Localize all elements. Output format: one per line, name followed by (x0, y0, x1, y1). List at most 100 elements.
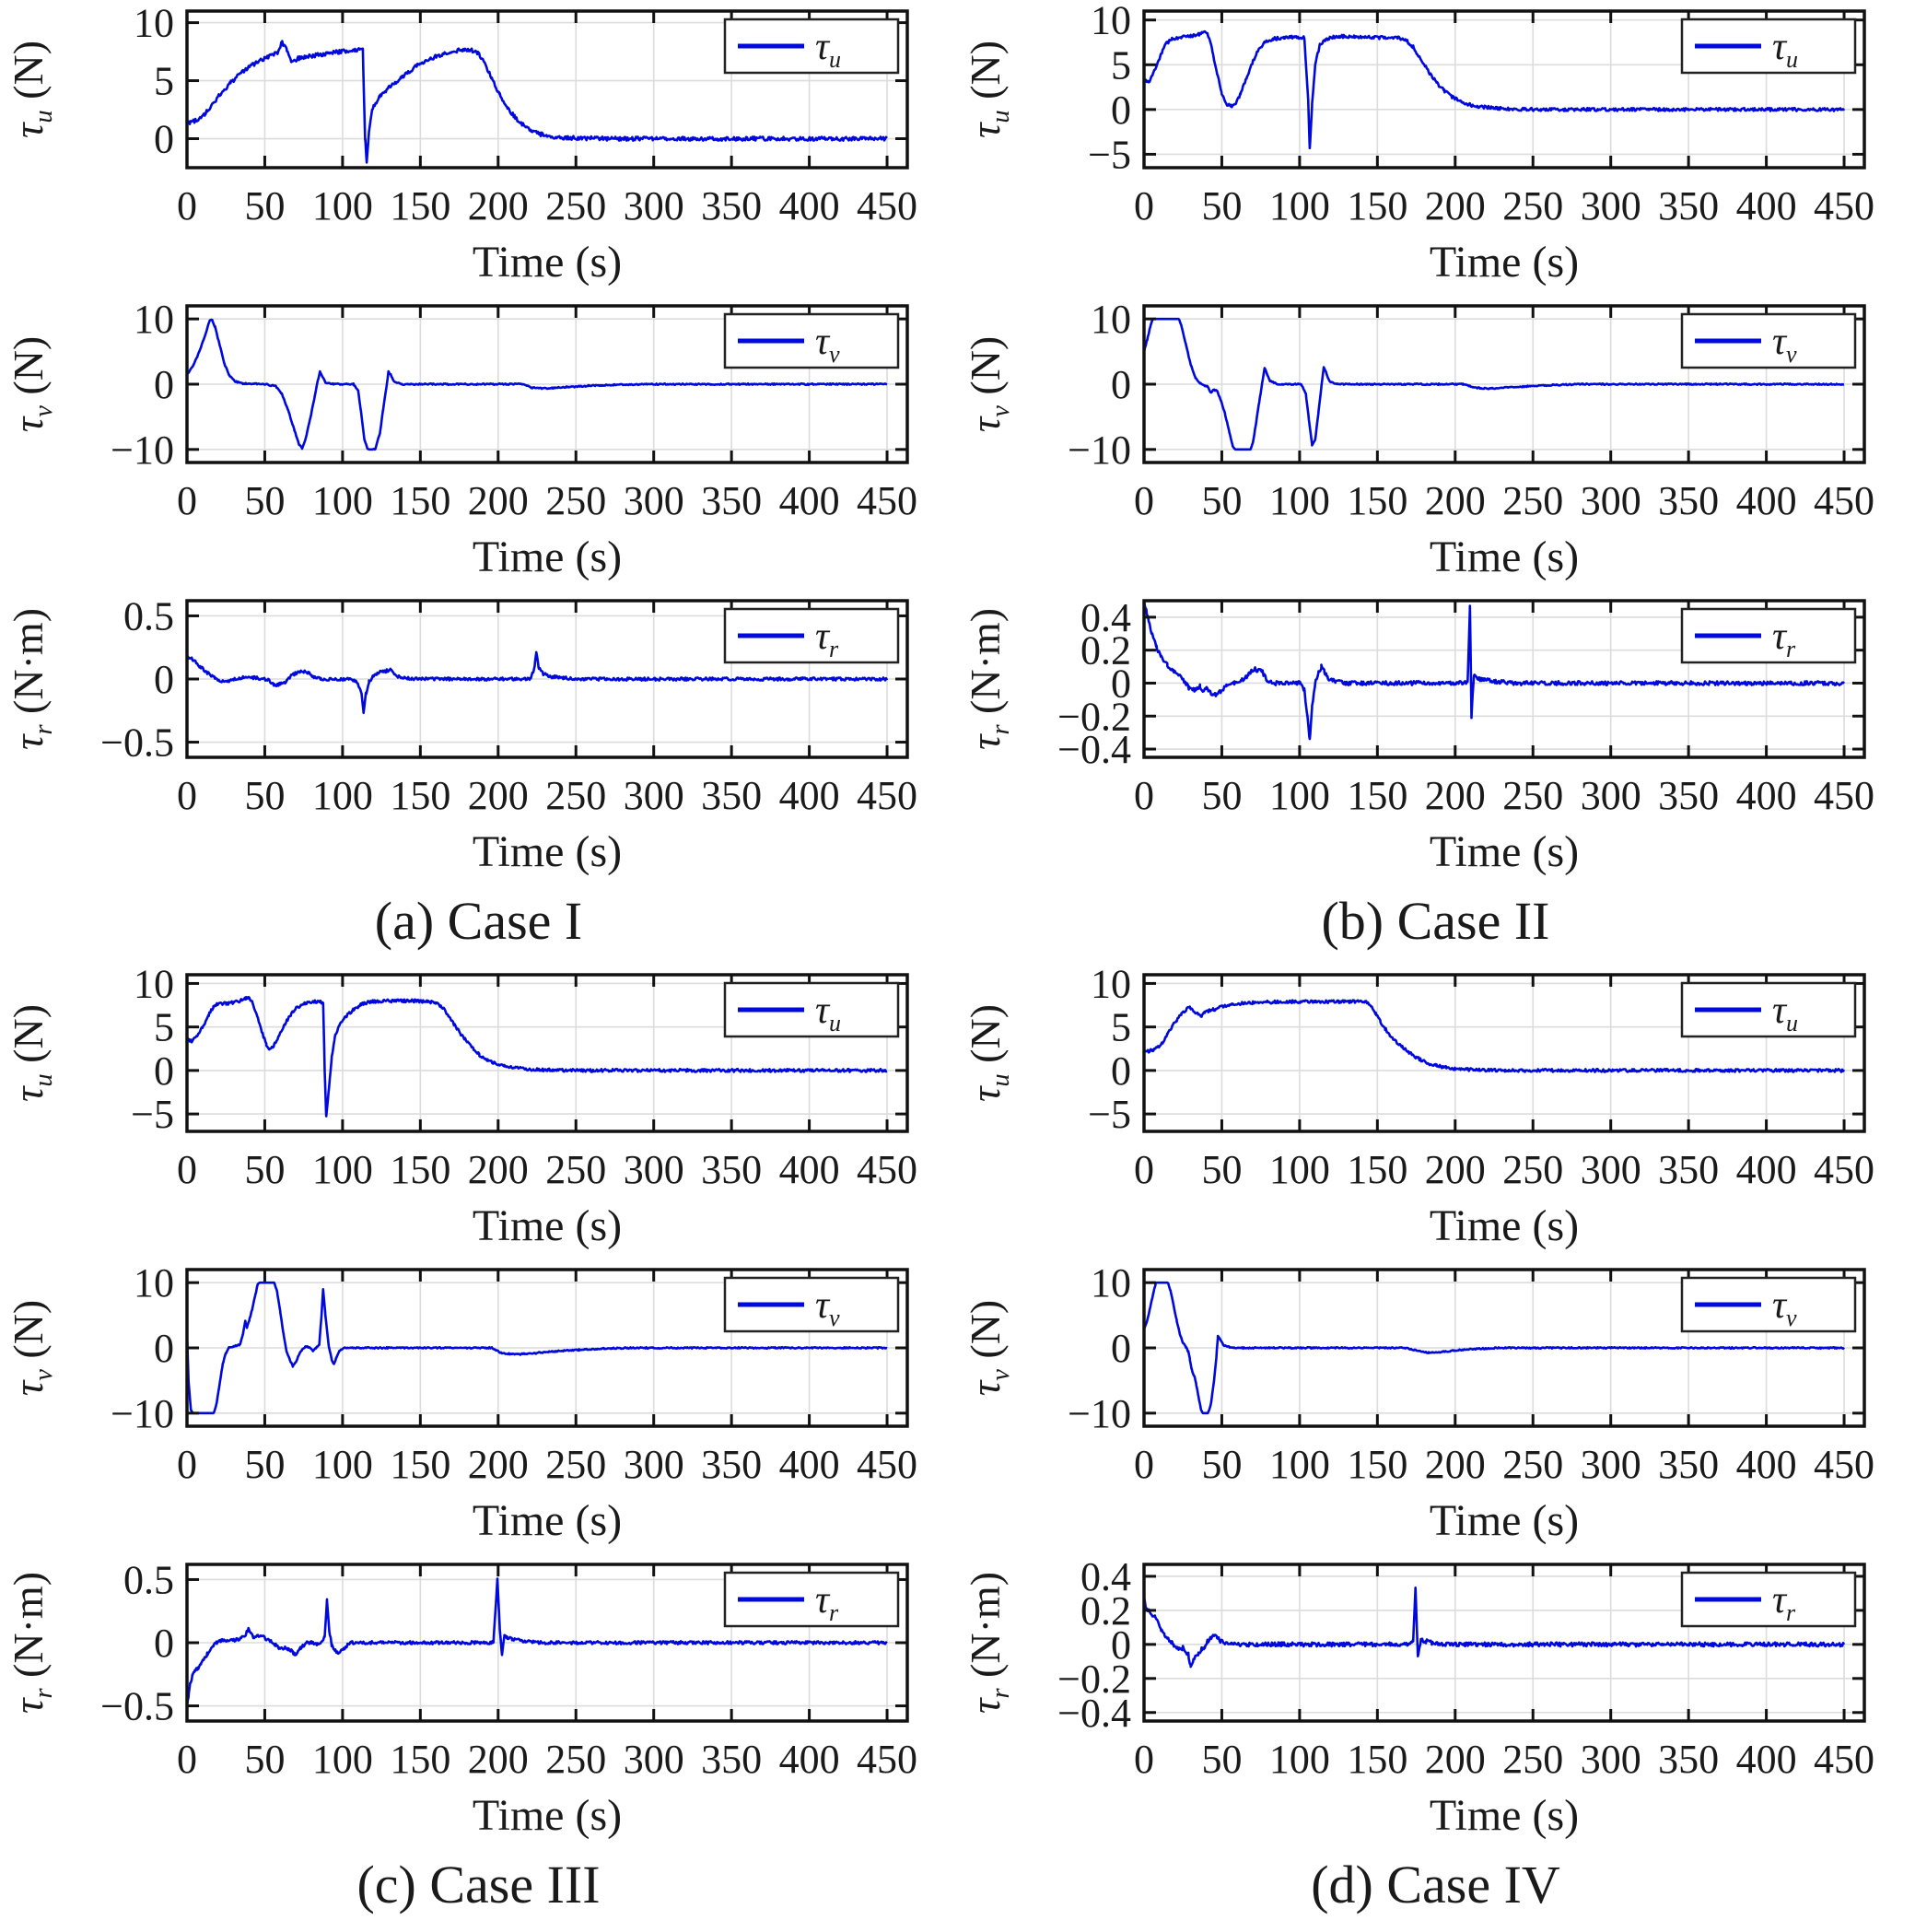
legend: τr (1680, 1571, 1857, 1628)
x-axis-label: Time (s) (1430, 533, 1579, 581)
svg-text:250: 250 (1502, 1737, 1563, 1782)
svg-text:5: 5 (154, 1005, 174, 1050)
svg-text:200: 200 (468, 1442, 529, 1487)
svg-text:350: 350 (1658, 183, 1719, 228)
svg-text:50: 50 (244, 478, 285, 523)
svg-text:50: 50 (1201, 1147, 1242, 1192)
series-line-tau-r (1144, 601, 1846, 741)
legend-label: τu (815, 26, 841, 73)
series-line-tau-u (1144, 999, 1846, 1073)
axis-box (1142, 973, 1866, 1133)
x-axis-label: Time (s) (1430, 1791, 1579, 1840)
tick-marks (1142, 1564, 1864, 1721)
svg-text:250: 250 (545, 478, 606, 523)
series-line-tau-r (187, 1577, 888, 1706)
svg-text:350: 350 (1658, 478, 1719, 523)
subplot-case3-tau-r: 0 50 100 150 200 250 300 350 400 450 −0.5 0 0.5 Time … (0, 1553, 957, 1848)
svg-text:450: 450 (857, 773, 917, 818)
caption-case-4: (d) Case IV (1311, 1855, 1560, 1914)
legend-label: τr (1772, 1579, 1796, 1626)
svg-text:450: 450 (857, 1737, 917, 1782)
axis-box (185, 973, 909, 1133)
x-tick-labels: 0 50 100 150 200 250 300 350 400 450 (177, 773, 917, 818)
y-tick-labels: −0.5 0 0.5 (100, 1557, 174, 1728)
svg-text:300: 300 (624, 183, 684, 228)
svg-text:10: 10 (134, 297, 174, 342)
svg-text:250: 250 (545, 183, 606, 228)
x-axis-label: Time (s) (1430, 1496, 1579, 1545)
svg-text:0.5: 0.5 (123, 1557, 174, 1602)
svg-text:−0.4: −0.4 (1057, 1691, 1131, 1736)
svg-text:5: 5 (154, 59, 174, 104)
svg-text:200: 200 (468, 773, 529, 818)
svg-text:150: 150 (1347, 1147, 1407, 1192)
svg-text:50: 50 (1201, 183, 1242, 228)
svg-text:−5: −5 (131, 1092, 174, 1137)
svg-text:0: 0 (1134, 183, 1154, 228)
svg-text:0: 0 (177, 1737, 197, 1782)
legend-label: τv (1772, 321, 1797, 368)
svg-text:0: 0 (177, 478, 197, 523)
svg-text:200: 200 (468, 183, 529, 228)
svg-text:250: 250 (545, 1442, 606, 1487)
svg-text:450: 450 (1814, 1737, 1874, 1782)
svg-text:400: 400 (1736, 478, 1797, 523)
svg-text:400: 400 (1736, 183, 1797, 228)
svg-text:−0.5: −0.5 (100, 720, 174, 766)
y-axis-label: τr (N·m) (5, 1572, 58, 1714)
caption-case-3: (c) Case III (356, 1855, 601, 1914)
subplot-case2-tau-r: 0 50 100 150 200 250 300 350 400 450 −0.4 −0.2 0 0.2 0… (957, 590, 1914, 884)
svg-text:200: 200 (468, 1737, 529, 1782)
svg-text:350: 350 (701, 183, 762, 228)
legend-label: τu (1772, 26, 1798, 73)
svg-text:300: 300 (1581, 478, 1641, 523)
svg-text:200: 200 (1425, 773, 1486, 818)
x-axis-label: Time (s) (473, 1201, 622, 1250)
svg-text:100: 100 (1269, 1147, 1330, 1192)
svg-text:−0.5: −0.5 (100, 1684, 174, 1729)
svg-text:0.2: 0.2 (1080, 1588, 1131, 1633)
svg-text:150: 150 (390, 1147, 450, 1192)
legend-label: τv (815, 321, 840, 368)
svg-text:250: 250 (545, 773, 606, 818)
svg-text:250: 250 (1502, 773, 1563, 818)
panel-case-2: 0 50 100 150 200 250 300 350 400 450 −5 0 5 10 Time (s… (957, 0, 1914, 964)
legend: τu (1680, 18, 1857, 75)
x-axis-label: Time (s) (1430, 238, 1579, 287)
plot-svg-tau-u: 0 50 100 150 200 250 300 350 400 450 0 5 10 Time (s) τ… (5, 1, 917, 287)
svg-text:50: 50 (244, 1442, 285, 1487)
svg-text:100: 100 (1269, 183, 1330, 228)
svg-text:300: 300 (624, 773, 684, 818)
svg-text:0: 0 (154, 1326, 174, 1371)
svg-text:400: 400 (779, 1442, 840, 1487)
legend-label: τv (1772, 1284, 1797, 1331)
plot-svg-tau-r: 0 50 100 150 200 250 300 350 400 450−0.4−0.200.20… (962, 595, 1874, 876)
svg-text:450: 450 (857, 1147, 917, 1192)
y-tick-labels: −0.4−0.200.20.4 (1057, 1554, 1131, 1736)
svg-text:350: 350 (701, 1737, 762, 1782)
x-axis-label: Time (s) (473, 533, 622, 581)
svg-text:100: 100 (1269, 773, 1330, 818)
svg-text:450: 450 (857, 1442, 917, 1487)
svg-text:5: 5 (1111, 42, 1131, 88)
x-tick-labels: 0 50 100 150 200 250 300 350 400 450 (1134, 183, 1874, 228)
svg-text:50: 50 (244, 773, 285, 818)
svg-text:450: 450 (1814, 1147, 1874, 1192)
svg-text:300: 300 (624, 478, 684, 523)
subplot-case4-tau-v: 0 50 100 150 200 250 300 350 400 450 −10 0 10 Time (s… (957, 1259, 1914, 1553)
x-tick-labels: 0 50 100 150 200 250 300 350 400 450 (177, 183, 917, 228)
legend-label: τr (815, 1579, 839, 1626)
y-axis-label: τr (N·m) (962, 1572, 1015, 1714)
svg-text:10: 10 (1091, 964, 1131, 1006)
series-line-tau-v (1144, 1281, 1845, 1415)
legend: τr (723, 607, 900, 664)
subplot-case3-tau-v: 0 50 100 150 200 250 300 350 400 450 −10 0 10 Time (s… (0, 1259, 957, 1553)
y-axis-label: τu (N) (5, 41, 58, 138)
svg-text:150: 150 (1347, 478, 1407, 523)
svg-text:450: 450 (1814, 478, 1874, 523)
